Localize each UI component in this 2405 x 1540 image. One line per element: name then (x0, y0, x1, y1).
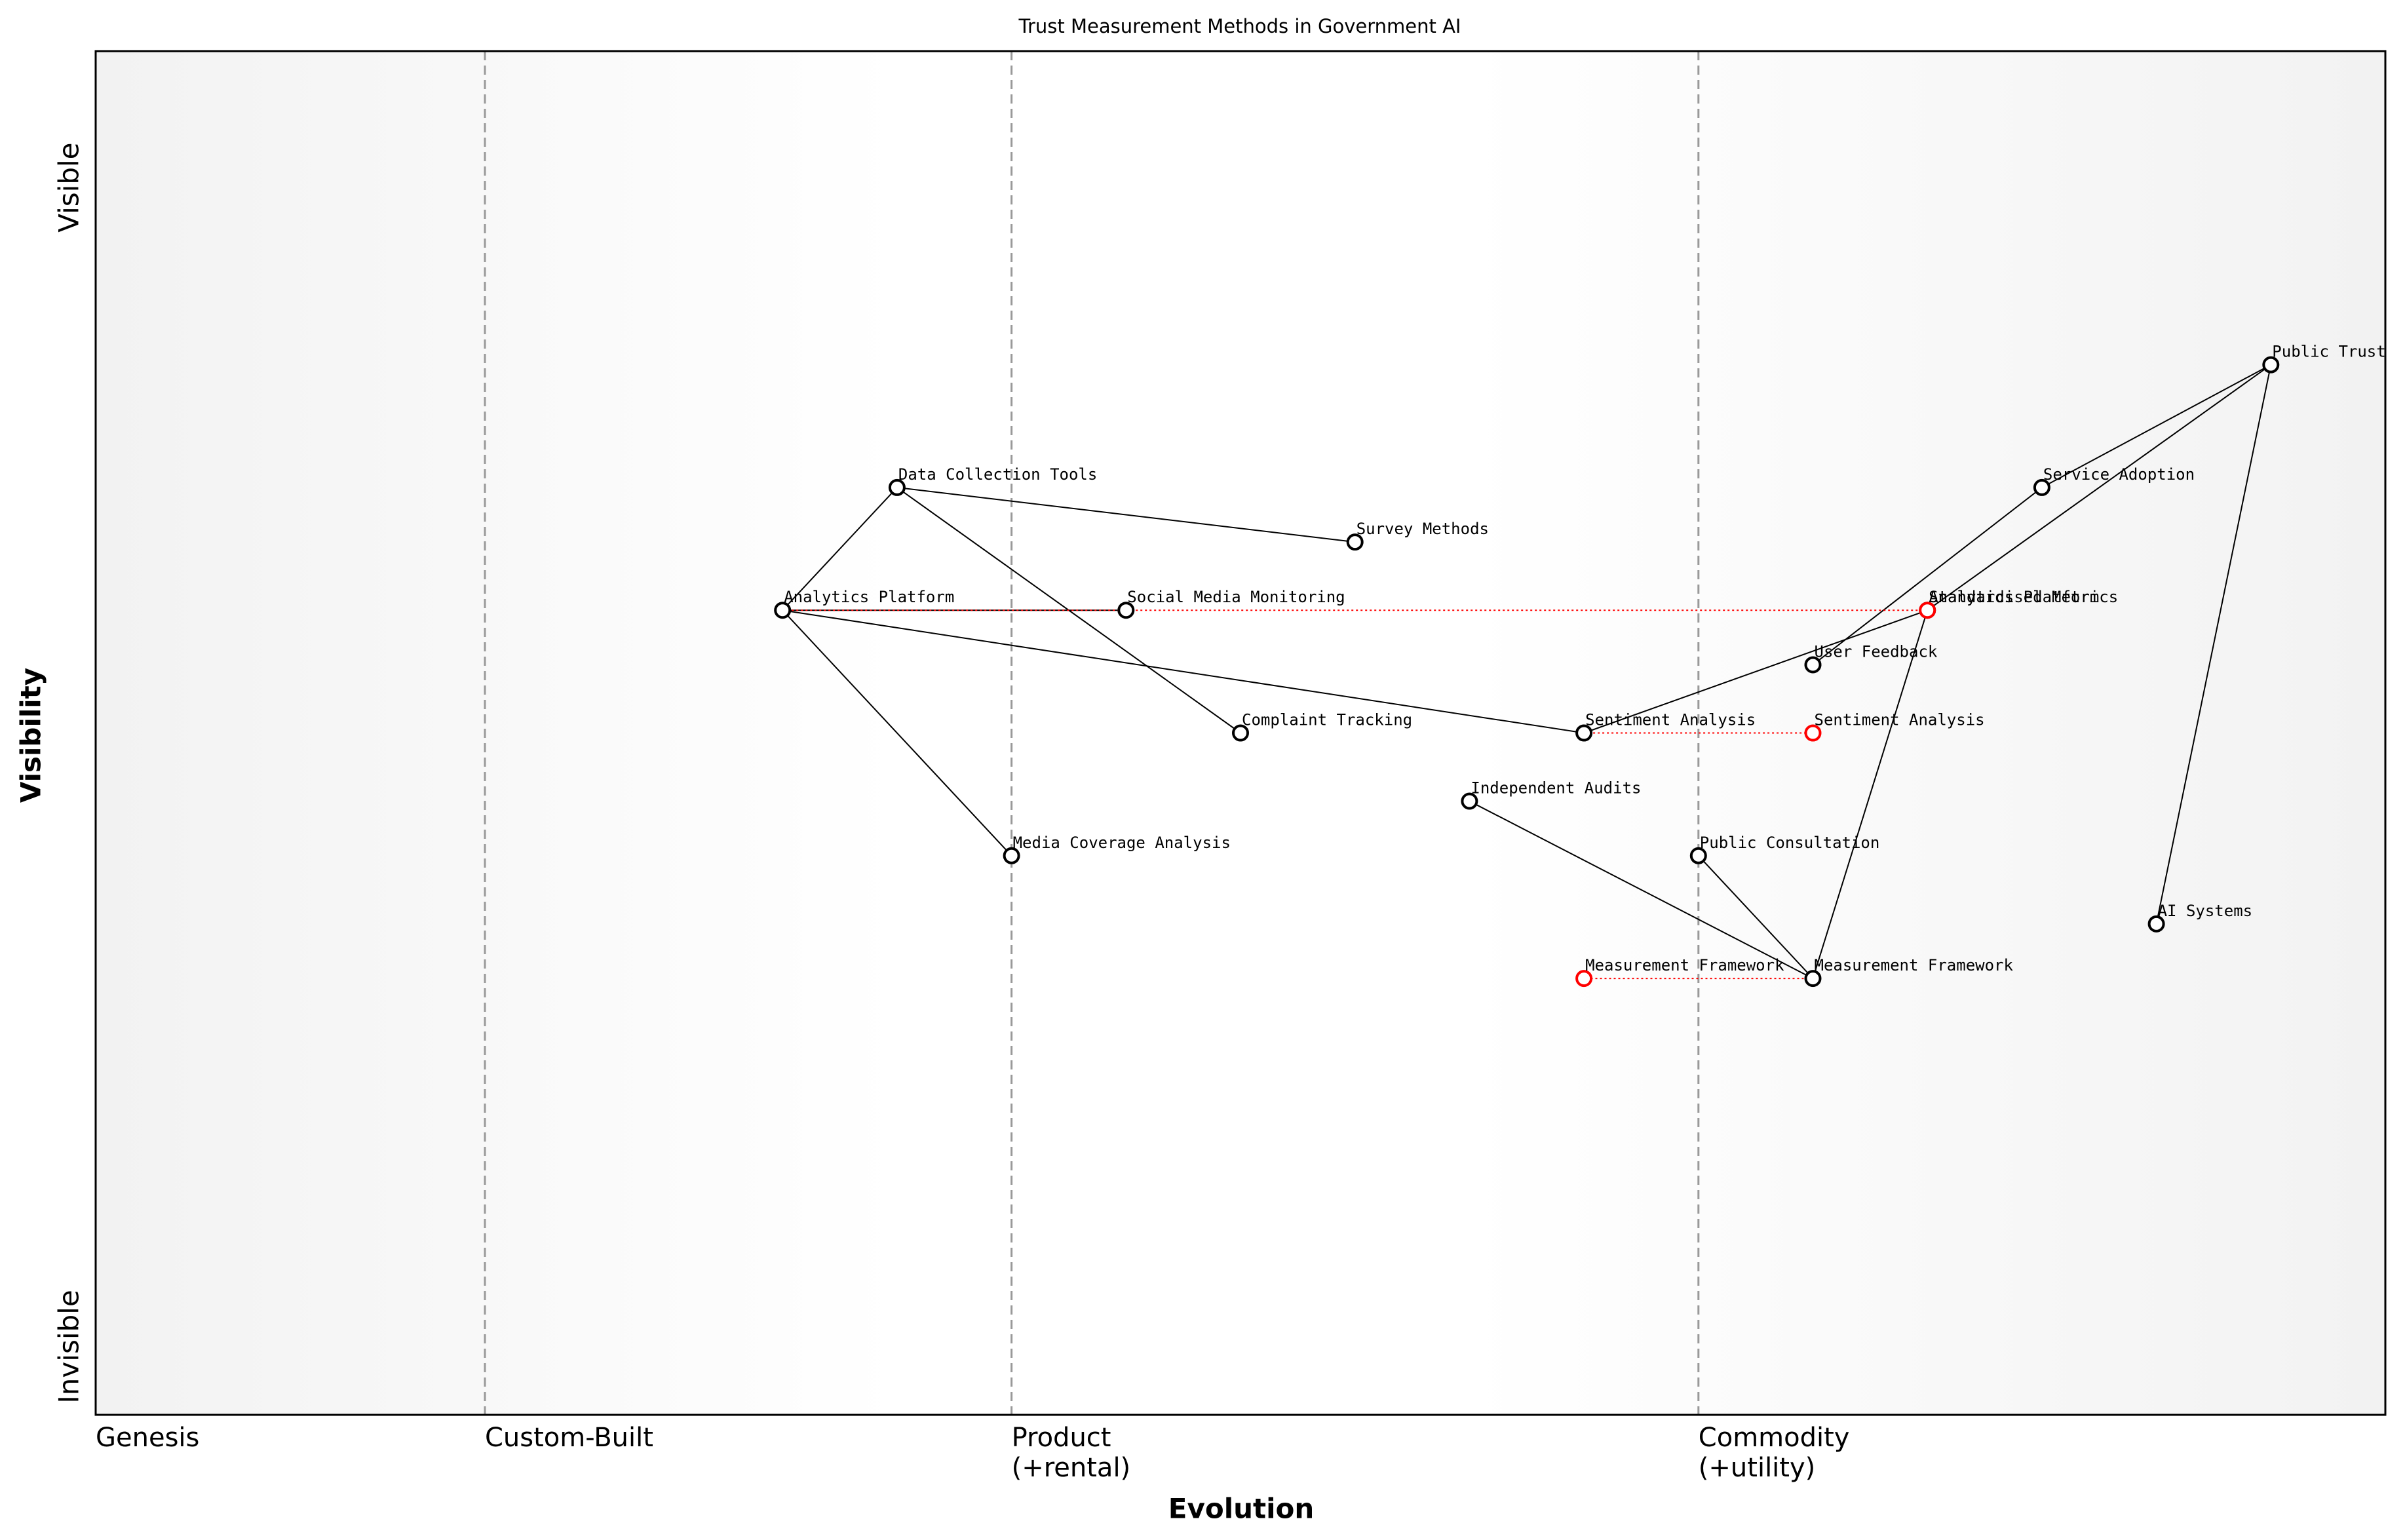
dependency-edge (1583, 609, 1928, 734)
y-tick-label: Visible (53, 142, 85, 232)
component-node (1461, 792, 1478, 810)
x-tick-label: Product (+rental) (1011, 1423, 1131, 1483)
component-node (2033, 478, 2050, 496)
component-label: Sentiment Analysis (1585, 711, 1756, 729)
evolved-label: Sentiment Analysis (1815, 711, 1985, 729)
dependency-edge (782, 609, 1585, 734)
component-node (1689, 847, 1707, 864)
dependency-edge (782, 609, 1012, 857)
component-label: Public Trust (2272, 343, 2385, 361)
component-label: AI Systems (2158, 902, 2253, 920)
component-label: User Feedback (1815, 642, 1938, 661)
component-label: Independent Audits (1471, 779, 1641, 798)
evolved-label: Measurement Framework (1585, 956, 1784, 974)
dependency-edge (1812, 609, 1929, 979)
chart-title: Trust Measurement Methods in Government … (1018, 15, 1461, 37)
dependency-edge (1698, 855, 1814, 979)
evolved-node (1919, 602, 1936, 619)
component-node (1003, 847, 1020, 864)
component-label: Measurement Framework (1815, 956, 2014, 974)
x-axis-label: Evolution (1168, 1493, 1314, 1525)
x-tick-label: Custom-Built (484, 1423, 653, 1453)
y-axis-label: Visibility (15, 668, 47, 803)
component-label: Data Collection Tools (898, 465, 1097, 484)
component-node (1804, 970, 1822, 988)
component-node (888, 478, 906, 496)
y-tick-label: Invisible (53, 1290, 85, 1403)
component-node (1575, 724, 1593, 742)
component-node (774, 602, 792, 619)
component-label: Standardised Metrics (1929, 588, 2118, 606)
evolved-node (1804, 724, 1822, 742)
component-label: Complaint Tracking (1242, 711, 1412, 729)
dependency-edge (2041, 364, 2271, 488)
evolved-label: Analytics Platform (1929, 588, 2099, 606)
dependency-edge (1469, 800, 1813, 979)
component-node (1804, 656, 1822, 674)
dependency-edge (2155, 364, 2272, 925)
x-tick-label: Genesis (96, 1423, 200, 1453)
dependency-edge (1812, 487, 2043, 666)
plot-frame (94, 50, 2387, 1416)
dependency-edge (896, 486, 1355, 543)
component-label: Media Coverage Analysis (1013, 834, 1231, 852)
dependency-edge (1927, 364, 2271, 611)
dependency-edge (782, 487, 898, 611)
component-label: Public Consultation (1700, 834, 1880, 852)
component-node (1346, 533, 1364, 551)
component-node (2147, 915, 2165, 933)
component-label: Service Adoption (2043, 465, 2195, 484)
component-label: Survey Methods (1356, 520, 1489, 538)
evolved-node (1575, 970, 1593, 988)
component-node (2262, 356, 2280, 374)
component-node (1117, 602, 1135, 619)
component-label: Social Media Monitoring (1127, 588, 1345, 606)
component-label: Analytics Platform (784, 588, 954, 606)
x-tick-label: Commodity (+utility) (1698, 1423, 1850, 1483)
component-node (1232, 724, 1249, 742)
